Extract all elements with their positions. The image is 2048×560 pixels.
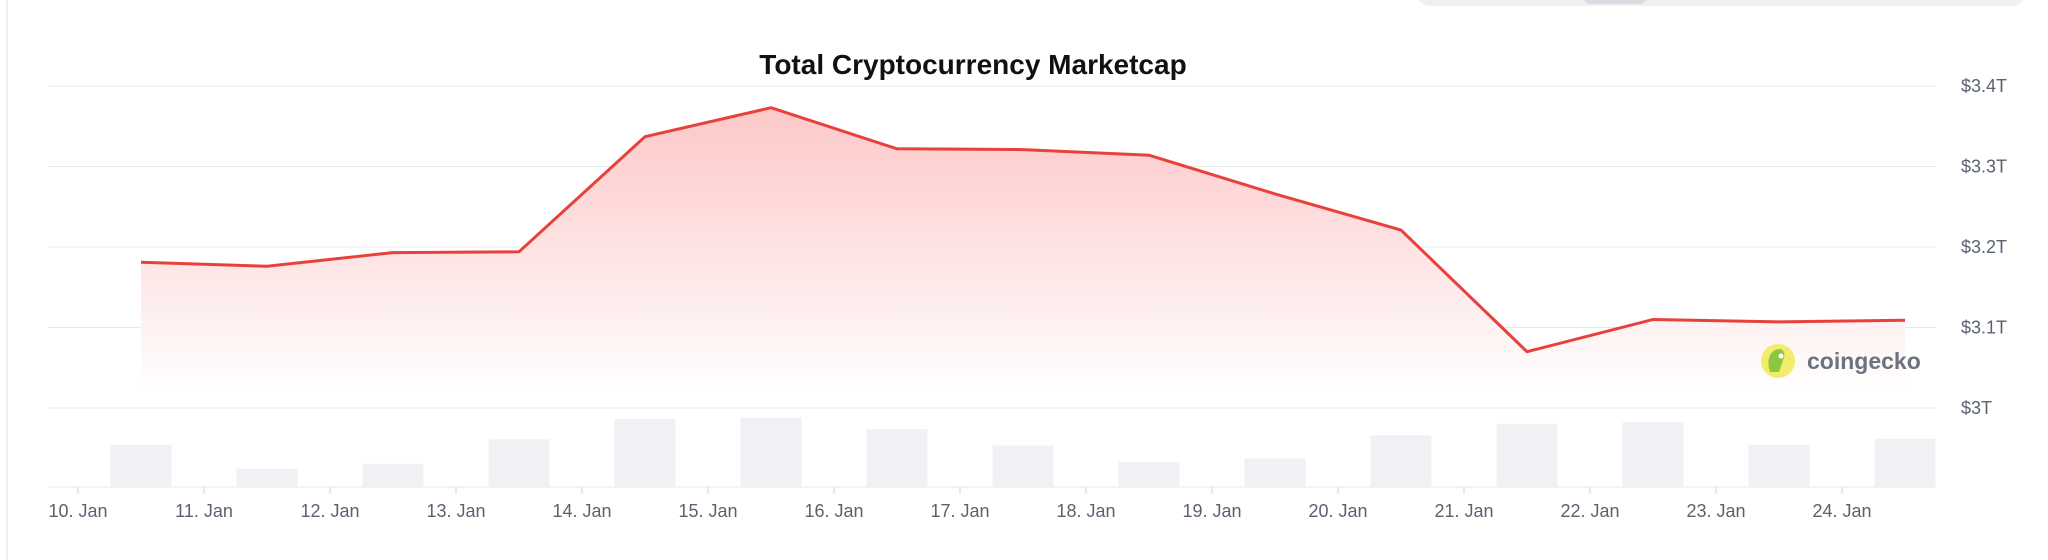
x-tick-label: 14. Jan [552,501,611,521]
area-fill [141,107,1905,392]
volume-bar [1244,458,1306,487]
x-tick-label: 16. Jan [804,501,863,521]
x-tick-label: 17. Jan [930,501,989,521]
volume-bars [110,417,1936,487]
volume-bar [866,429,928,487]
x-tick-label: 20. Jan [1308,501,1367,521]
volume-bar [1874,438,1936,487]
x-tick-label: 23. Jan [1686,501,1745,521]
volume-bar [614,419,676,487]
y-tick-label: $3T [1961,398,1992,418]
x-tick-label: 15. Jan [678,501,737,521]
chart-title: Total Cryptocurrency Marketcap [759,49,1186,80]
coingecko-watermark: coingecko [1761,344,1921,378]
y-axis-ticks: $3T $3.1T $3.2T $3.3T $3.4T [1961,76,2007,418]
x-tick-label: 11. Jan [175,501,233,521]
x-tick-label: 21. Jan [1434,501,1493,521]
top-toolbar-handle [1582,0,1648,4]
volume-bar [110,444,172,487]
x-tick-label: 19. Jan [1182,501,1241,521]
x-tick-label: 12. Jan [300,501,359,521]
volume-bar [1748,444,1810,487]
x-tick-label: 22. Jan [1560,501,1619,521]
coingecko-wordmark: coingecko [1807,348,1921,374]
x-tick-label: 24. Jan [1812,501,1871,521]
volume-bar [362,463,424,487]
y-tick-label: $3.4T [1961,76,2007,96]
volume-bar [1118,461,1180,487]
x-tick-label: 18. Jan [1056,501,1115,521]
marketcap-line [140,106,1906,354]
frame-left-border [6,0,8,560]
volume-bar [236,468,298,487]
x-axis-ticks: 10. Jan 11. Jan 12. Jan 13. Jan 14. Jan 15. J… [48,487,1872,521]
x-tick-label: 13. Jan [426,501,485,521]
volume-bar [1370,435,1432,487]
y-tick-label: $3.1T [1961,318,2007,338]
volume-bar [740,417,802,487]
y-tick-label: $3.2T [1961,237,2007,257]
area-fill-path [141,107,1905,392]
volume-bar [488,439,550,487]
volume-bar [1496,423,1558,487]
volume-bar [992,445,1054,487]
y-tick-label: $3.3T [1961,157,2007,177]
coingecko-logo-eye [1778,353,1784,359]
top-toolbar-edge [1416,0,2026,6]
volume-bar [1622,422,1684,487]
marketcap-line-path [140,106,1906,354]
x-tick-label: 10. Jan [48,501,107,521]
